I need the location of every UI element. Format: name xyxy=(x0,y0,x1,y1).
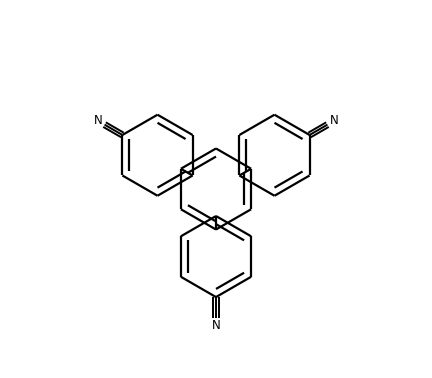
Text: N: N xyxy=(330,115,338,127)
Text: N: N xyxy=(212,319,220,332)
Text: N: N xyxy=(94,115,102,127)
